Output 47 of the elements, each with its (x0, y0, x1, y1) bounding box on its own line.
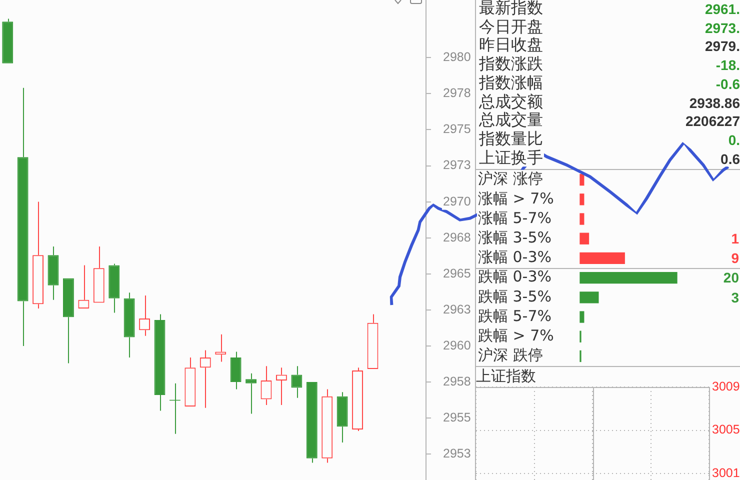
text: 2979. (704, 38, 740, 54)
y-tick-label: 3009 (712, 379, 740, 394)
text: 2973. (704, 20, 740, 36)
y-tick-label: 2955 (443, 410, 471, 424)
chart-title: 上证指数 (476, 366, 536, 385)
y-tick-label: 2975 (443, 122, 471, 136)
y-tick-label: 涨幅 > 7% (478, 189, 554, 208)
y-tick-label: 2978 (443, 86, 471, 100)
text: -0.6 (716, 76, 740, 92)
y-tick-label: 2980 (443, 50, 471, 64)
y-tick-label: 沪深 涨停 (478, 170, 543, 188)
category-label: 上证换手 (479, 148, 543, 167)
text: 2961. (704, 1, 740, 17)
y-tick-label: 3005 (712, 422, 740, 437)
text: -18. (716, 57, 740, 74)
text: 2938.86 (689, 94, 740, 110)
text: 2206227 (685, 113, 740, 130)
y-tick-label: 2965 (443, 266, 471, 280)
y-tick-label: 涨幅 3-5% (478, 228, 552, 246)
category-label: 昨日收盘 (479, 35, 543, 54)
category-label: 指数涨幅 (479, 72, 543, 92)
y-tick-label: 涨幅 0-3% (478, 248, 552, 266)
y-tick-label: 2960 (443, 338, 471, 352)
y-tick-label: 跌幅 5-7% (478, 306, 552, 325)
text: 1 (731, 230, 740, 246)
category-label: 总成交额 (479, 92, 543, 110)
text: 9 (731, 250, 740, 266)
text: 0.6 (720, 150, 740, 167)
y-tick-label: 2963 (443, 302, 471, 316)
y-tick-label: 涨幅 5-7% (478, 208, 552, 227)
y-tick-label: 3001 (712, 466, 740, 480)
y-tick-label: 2958 (443, 374, 471, 388)
y-tick-label: 沪深 跌停 (478, 346, 543, 364)
y-tick-label: 跌幅 > 7% (478, 326, 554, 344)
category-label: 总成交量 (479, 110, 543, 130)
y-tick-label: 跌幅 3-5% (478, 287, 552, 306)
category-label: 指数涨跌 (479, 54, 543, 74)
category-label: 今日开盘 (479, 16, 543, 36)
text: 0. (728, 132, 740, 148)
y-tick-label: 2973 (443, 158, 471, 172)
y-tick-label: 跌幅 0-3% (478, 268, 552, 286)
text: 3 (731, 289, 740, 306)
y-tick-label: 2970 (443, 194, 471, 208)
text: 20 (723, 270, 740, 286)
y-tick-label: 2968 (443, 230, 471, 244)
category-label: 指数量比 (479, 128, 543, 148)
y-tick-label: 2953 (443, 446, 471, 461)
